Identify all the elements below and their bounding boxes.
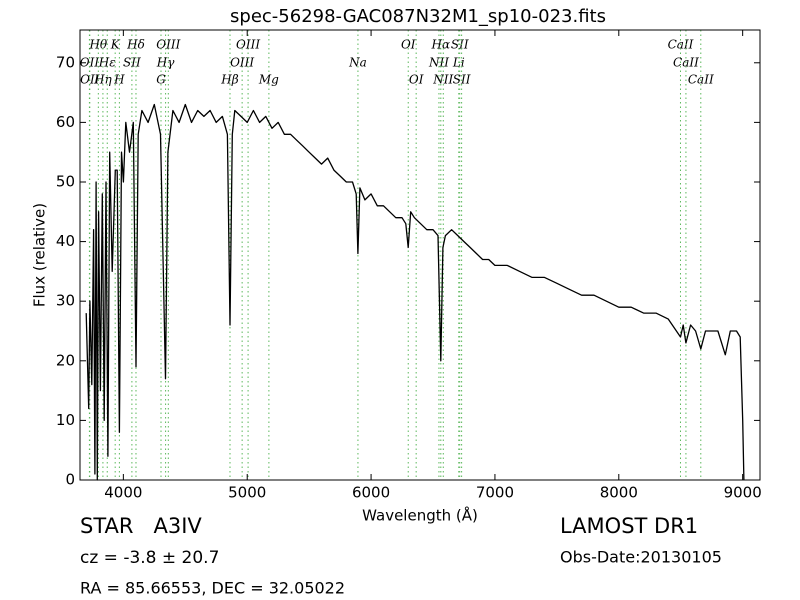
spectral-line-label: OIII <box>230 56 254 70</box>
spectral-line-label: OI <box>401 38 416 52</box>
x-tick-label: 4000 <box>104 484 142 502</box>
spectral-line-label: G <box>156 73 166 87</box>
redshift: cz = -3.8 ± 20.7 <box>80 548 219 568</box>
spectral-line-label: CaII <box>668 38 694 52</box>
spectral-line-label: SII <box>453 73 471 87</box>
spectral-line-label: Hε <box>98 56 116 70</box>
y-axis-label: Flux (relative) <box>31 203 49 307</box>
spectral-line-label: CaII <box>673 56 699 70</box>
obs-date: Obs-Date:20130105 <box>560 548 722 567</box>
spectral-line-label: NII <box>428 56 449 70</box>
spectral-line-label: Hθ <box>88 38 107 52</box>
spectral-line-label: Na <box>348 56 367 70</box>
spectral-line-label: OIII <box>236 38 260 52</box>
spectral-line-label: SII <box>123 56 141 70</box>
spectral-line-label: Hη <box>93 73 112 87</box>
coordinates: RA = 85.66553, DEC = 32.05022 <box>80 579 345 598</box>
spectral-line-label: OIII <box>156 38 180 52</box>
x-tick-label: 8000 <box>600 484 638 502</box>
spectrum-line <box>85 103 745 481</box>
y-tick-label: 10 <box>56 411 75 429</box>
y-tick-label: 30 <box>56 292 75 310</box>
spectral-line-label: OII <box>80 73 100 87</box>
y-tick-label: 40 <box>56 232 75 250</box>
chart-title: spec-56298-GAC087N32M1_sp10-023.fits <box>230 6 606 27</box>
x-tick-label: 7000 <box>476 484 514 502</box>
x-tick-label: 5000 <box>228 484 266 502</box>
x-tick-label: 6000 <box>352 484 390 502</box>
spectral-line-label: Hβ <box>220 73 238 87</box>
spectral-line-label: OI <box>409 73 424 87</box>
x-tick-label: 9000 <box>724 484 762 502</box>
y-tick-label: 0 <box>65 471 75 489</box>
plot-frame <box>79 29 761 481</box>
y-tick-label: 60 <box>56 113 75 131</box>
spectral-line-label: NII <box>432 73 453 87</box>
y-tick-label: 50 <box>56 172 75 190</box>
x-axis-label: Wavelength (Å) <box>362 506 478 525</box>
y-tick-label: 70 <box>56 53 75 71</box>
spectral-line-label: SII <box>451 38 469 52</box>
y-tick-label: 20 <box>56 351 75 369</box>
spectral-line-label: Hδ <box>126 38 145 52</box>
spectral-line-label: H <box>113 73 125 87</box>
spectral-line-label: Hα <box>431 38 451 52</box>
spectral-line-label: Mg <box>258 73 279 87</box>
spectral-line-label: K <box>110 38 121 52</box>
survey: LAMOST DR1 <box>560 514 698 538</box>
spectral-line-label: Hγ <box>156 56 175 70</box>
spectral-line-label: CaII <box>688 73 714 87</box>
spectral-line-label: Li <box>452 56 465 70</box>
object-class: STAR A3IV <box>80 514 202 538</box>
